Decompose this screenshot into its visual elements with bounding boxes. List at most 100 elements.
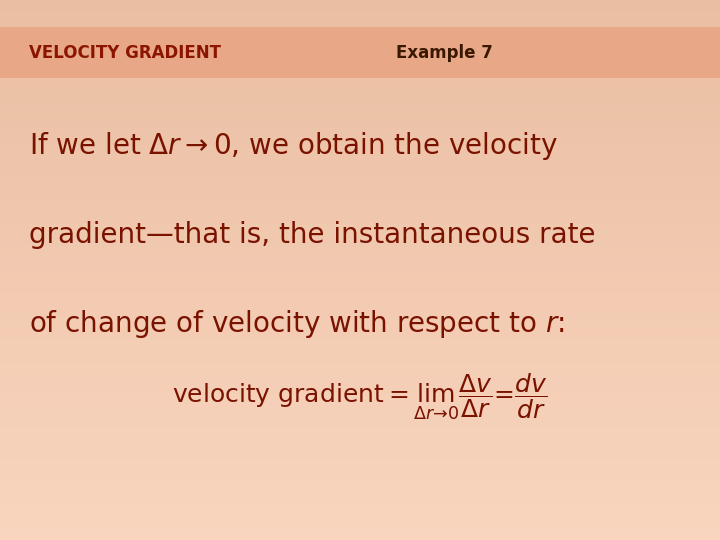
Bar	[0, 444, 720, 447]
Bar	[0, 454, 720, 455]
Bar	[0, 452, 720, 454]
Bar	[0, 293, 720, 295]
Bar	[0, 423, 720, 425]
Bar	[0, 324, 720, 326]
Bar	[0, 49, 720, 50]
Bar	[0, 437, 720, 439]
Bar	[0, 173, 720, 174]
Bar	[0, 77, 720, 79]
Bar	[0, 277, 720, 279]
Bar	[0, 23, 720, 25]
Bar	[0, 18, 720, 20]
Bar	[0, 491, 720, 493]
Bar	[0, 120, 720, 123]
Bar	[0, 247, 720, 248]
Bar	[0, 486, 720, 488]
Bar	[0, 79, 720, 81]
Bar	[0, 123, 720, 124]
Bar	[0, 187, 720, 189]
Bar	[0, 103, 720, 104]
Bar	[0, 373, 720, 374]
Bar	[0, 90, 720, 92]
Bar	[0, 151, 720, 153]
Bar	[0, 85, 720, 86]
Bar	[0, 2, 720, 4]
Bar	[0, 177, 720, 178]
Bar	[0, 509, 720, 511]
Bar	[0, 312, 720, 313]
Bar	[0, 385, 720, 387]
Bar	[0, 511, 720, 513]
Bar	[0, 378, 720, 380]
Text: If we let $\Delta r \rightarrow 0$, we obtain the velocity: If we let $\Delta r \rightarrow 0$, we o…	[29, 130, 557, 161]
Bar	[0, 356, 720, 358]
Bar	[0, 43, 720, 45]
Bar	[0, 174, 720, 177]
Bar	[0, 506, 720, 508]
Bar	[0, 216, 720, 218]
Bar	[0, 101, 720, 103]
Bar	[0, 265, 720, 266]
Bar	[0, 166, 720, 167]
Bar	[0, 9, 720, 11]
Bar	[0, 180, 720, 182]
Bar	[0, 351, 720, 353]
Bar	[0, 308, 720, 309]
Bar	[0, 178, 720, 180]
Bar	[0, 387, 720, 389]
Bar	[0, 536, 720, 538]
Bar	[0, 31, 720, 32]
Bar	[0, 69, 720, 70]
Bar	[0, 157, 720, 158]
Bar	[0, 466, 720, 468]
Bar	[0, 430, 720, 432]
Bar	[0, 349, 720, 351]
Bar	[0, 508, 720, 509]
Bar	[0, 70, 720, 72]
Bar	[0, 113, 720, 115]
Bar	[0, 45, 720, 47]
Bar	[0, 169, 720, 171]
Bar	[0, 212, 720, 214]
Bar	[0, 221, 720, 223]
Bar	[0, 36, 720, 38]
Bar	[0, 488, 720, 490]
Bar	[0, 405, 720, 407]
Bar	[0, 142, 720, 144]
Bar	[0, 367, 720, 369]
Bar	[0, 270, 720, 272]
Bar	[0, 401, 720, 403]
Bar	[0, 366, 720, 367]
Bar	[0, 250, 720, 252]
Bar	[0, 76, 720, 77]
Bar	[0, 137, 720, 139]
Bar	[0, 211, 720, 212]
Bar	[0, 227, 720, 228]
Bar	[0, 376, 720, 378]
Bar	[0, 38, 720, 39]
Bar	[0, 417, 720, 420]
Bar	[0, 158, 720, 160]
Text: Example 7: Example 7	[396, 44, 493, 62]
Bar	[0, 502, 720, 504]
Bar	[0, 400, 720, 401]
Bar	[0, 493, 720, 495]
Bar	[0, 72, 720, 74]
Bar	[0, 425, 720, 427]
Bar	[0, 198, 720, 200]
Bar	[0, 369, 720, 371]
Bar	[0, 140, 720, 142]
Bar	[0, 403, 720, 405]
Bar	[0, 455, 720, 457]
Bar	[0, 358, 720, 360]
Bar	[0, 362, 720, 363]
Bar	[0, 340, 720, 342]
Bar	[0, 360, 720, 362]
Bar	[0, 533, 720, 535]
Bar	[0, 353, 720, 355]
Bar	[0, 160, 720, 162]
Bar	[0, 461, 720, 463]
Bar	[0, 497, 720, 498]
Bar	[0, 167, 720, 169]
Bar	[0, 58, 720, 59]
